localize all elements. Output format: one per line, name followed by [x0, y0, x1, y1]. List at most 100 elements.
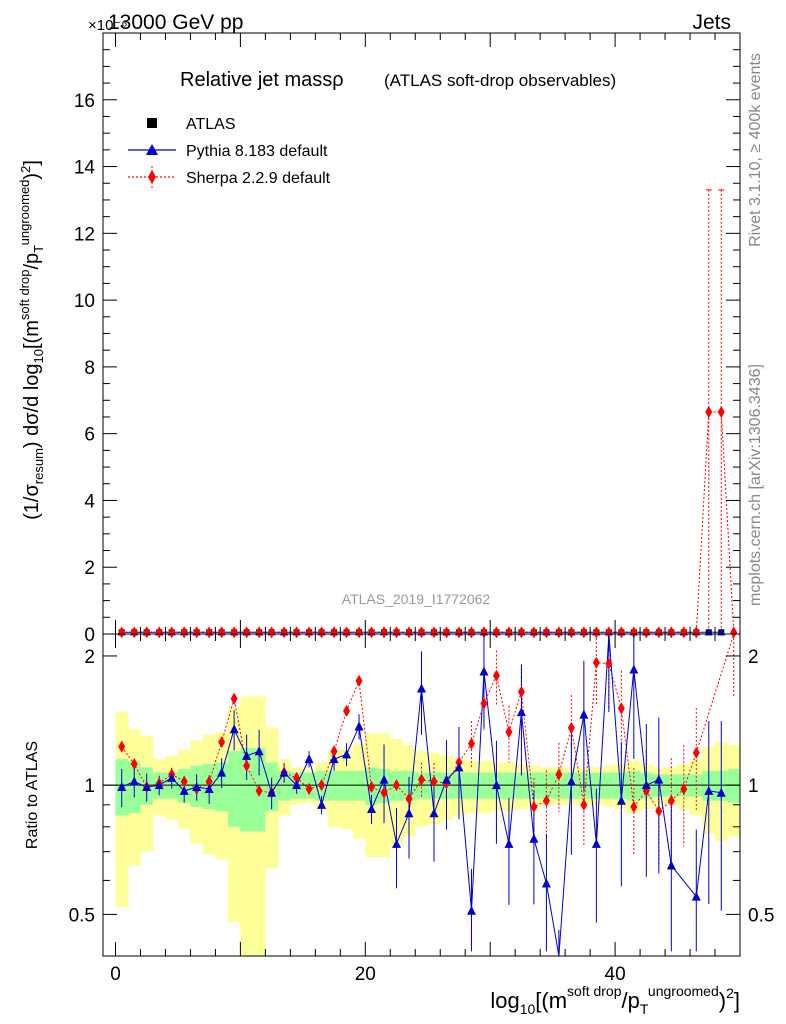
pythia-ratio-point [417, 683, 426, 693]
sherpa-point [305, 626, 313, 639]
sherpa-ratio-point [555, 768, 563, 781]
pythia-ratio-point [379, 774, 389, 784]
pythia-ratio-point [142, 782, 152, 792]
pythia-ratio-point [192, 782, 202, 792]
pythia-ratio-point [267, 787, 277, 797]
mcplots-label: mcplots.cern.ch [arXiv:1306.3436] [747, 364, 764, 606]
sherpa-ratio-point [630, 800, 638, 813]
sherpa-point [130, 626, 138, 639]
pythia-ratio-point [254, 746, 264, 756]
main-y-tick-label: 8 [84, 358, 95, 379]
legend-sherpa-marker [148, 170, 156, 184]
x-axis-label: log10[(msoft drop/pTungroomed)2] [490, 983, 740, 1017]
ratio-y-axis: 0.5 0.5 1 1 2 2 [69, 647, 774, 957]
stat-band-bin [727, 769, 741, 803]
sherpa-ratio-point [368, 781, 376, 794]
sherpa-ratio-point [655, 805, 663, 818]
sherpa-point [442, 626, 450, 639]
sherpa-ratio-point [330, 745, 338, 758]
pythia-ratio-point [129, 776, 139, 786]
sherpa-point [542, 626, 550, 639]
legend-pythia-label: Pythia 8.183 default [186, 143, 328, 160]
ratio-panel: 0.5 0.51 12 2 0 20 40 Ratio to ATLAS log10[(m… [24, 33, 774, 1017]
sherpa-point [630, 626, 638, 639]
legend: ATLAS Pythia 8.183 default Sherpa 2.2.9 … [128, 116, 331, 188]
sherpa-ratio-point [293, 771, 301, 784]
ratio-y-tick-label-right: 1 [748, 776, 759, 797]
header-left: 13000 GeV pp [108, 11, 243, 34]
pythia-ratio-point [704, 785, 714, 795]
pythia-ratio-point [317, 799, 327, 809]
pythia-ratio-point [179, 785, 189, 795]
sherpa-ratio-point [343, 704, 351, 717]
pythia-ratio-point [367, 804, 377, 814]
sherpa-ratio-point [393, 779, 401, 792]
sherpa-point [205, 626, 213, 639]
sherpa-point [642, 626, 650, 639]
pythia-ratio-point [691, 891, 701, 901]
header-exponent: ×10⁻⁶ [88, 17, 128, 34]
sherpa-point [692, 626, 700, 639]
pythia-ratio-point [716, 787, 726, 797]
legend-pythia-marker [146, 144, 158, 155]
sherpa-ratio-point [418, 773, 425, 786]
pythia-ratio-point [616, 795, 626, 805]
pythia-ratio-point [454, 762, 464, 772]
legend-atlas-marker [147, 118, 157, 128]
sherpa-point [168, 626, 176, 639]
sherpa-point [467, 626, 475, 639]
sherpa-point [343, 626, 351, 639]
pythia-ratio-point [304, 754, 314, 764]
pythia-ratio-point [491, 780, 501, 790]
pythia-ratio-point [654, 774, 664, 784]
sherpa-ratio-point [542, 794, 550, 807]
main-y-tick-label: 10 [74, 291, 95, 312]
pythia-ratio-point [429, 808, 439, 818]
sherpa-point [555, 626, 563, 639]
sherpa-point [617, 626, 625, 639]
pythia-ratio-point [292, 780, 302, 790]
sherpa-ratio-point [243, 759, 251, 772]
main-y-tick-label: 4 [84, 491, 95, 512]
sherpa-ratio-point [480, 697, 488, 710]
main-y-tick-label: 0 [84, 625, 95, 646]
ratio-y-tick-label: 0.5 [69, 905, 95, 926]
sherpa-point [268, 626, 276, 639]
sherpa-point [418, 626, 425, 639]
pythia-ratio-point [354, 721, 364, 731]
chart-title: Relative jet massρ [180, 69, 344, 91]
sherpa-point [255, 626, 263, 639]
sherpa-ratio-point [467, 737, 475, 750]
sherpa-point [393, 626, 401, 639]
sherpa-ratio-point [592, 656, 600, 669]
x-tick-label: 40 [605, 964, 626, 985]
pythia-ratio-point [392, 838, 402, 848]
pythia-ratio-point [217, 767, 227, 777]
pythia-ratio-point [404, 808, 414, 818]
pythia-ratio-point [167, 772, 177, 782]
sherpa-point [517, 626, 525, 639]
sherpa-ratio-point [617, 702, 625, 715]
sherpa-point [492, 626, 500, 639]
pythia-ratio-point [629, 664, 639, 674]
sherpa-point [118, 626, 126, 639]
sherpa-point [355, 626, 363, 639]
sherpa-ratio-point [318, 779, 326, 792]
sherpa-ratio-point [580, 798, 588, 811]
ratio-y-tick-label-right: 0.5 [748, 905, 774, 926]
sherpa-ratio-point [405, 792, 413, 805]
pythia-ratio-point [479, 666, 489, 676]
ratio-y-label: Ratio to ATLAS [24, 741, 41, 849]
stat-band-bin [327, 770, 341, 801]
x-axis: 0 20 40 [110, 33, 741, 985]
sherpa-point [505, 626, 513, 639]
analysis-id: ATLAS_2019_I1772062 [342, 591, 491, 607]
pythia-ratio-point [117, 782, 127, 792]
sherpa-ratio-point [492, 669, 500, 682]
sherpa-ratio-point [517, 685, 525, 698]
pythia-ratio-point [441, 774, 451, 784]
ratio-frame [102, 633, 741, 957]
pythia-ratio-point [541, 878, 551, 888]
sherpa-point [605, 626, 613, 639]
main-panel: 0 2 4 6 8 10 12 14 16 Relative jet massρ (ATLAS … [17, 32, 741, 646]
